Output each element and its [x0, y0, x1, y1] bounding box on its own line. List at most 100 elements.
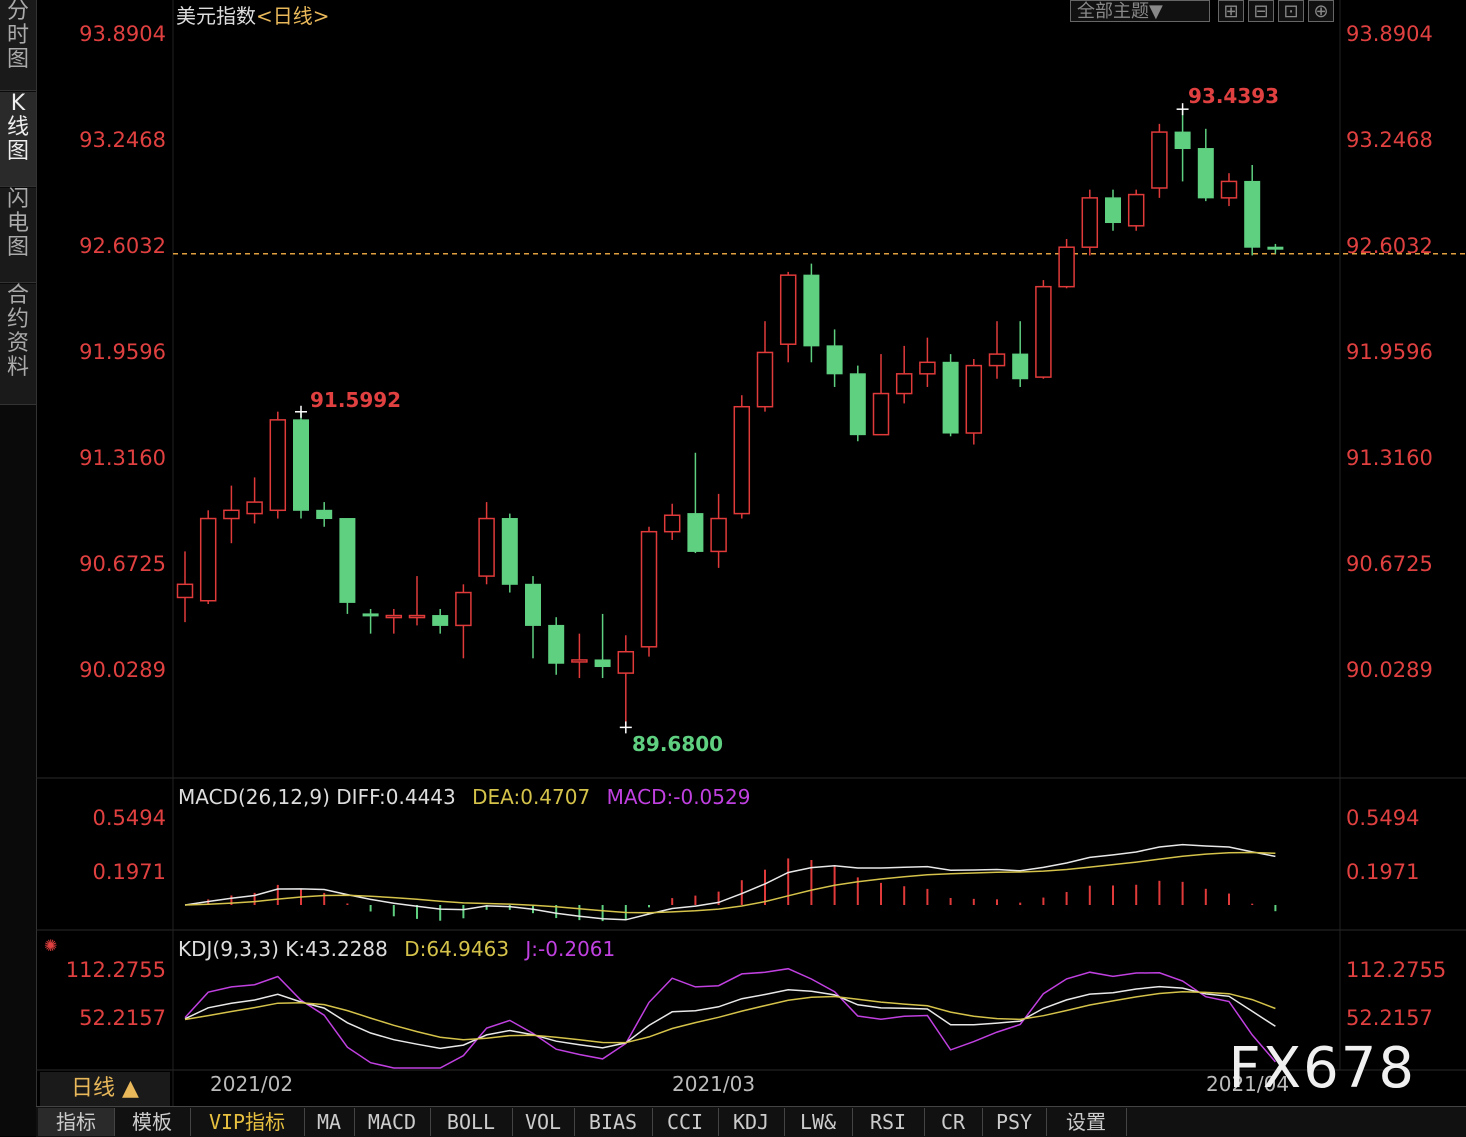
price-axis-label-r-0: 93.8904	[1346, 22, 1433, 46]
price-axis-label-r-1: 93.2468	[1346, 128, 1433, 152]
export-icon[interactable]: ⊡	[1278, 0, 1304, 22]
instrument-name: 美元指数	[176, 4, 256, 28]
theme-select[interactable]: 全部主题▼	[1070, 0, 1210, 22]
grid-icon[interactable]: ⊞	[1218, 0, 1244, 22]
candle-body-41	[1127, 193, 1145, 227]
price-axis-label-l-5: 90.6725	[79, 552, 166, 576]
macd-diff: DIFF:0.4443	[336, 785, 456, 809]
candle-body-28	[826, 345, 843, 375]
candle-body-2	[223, 509, 240, 520]
indicator-tab-11[interactable]: RSI	[852, 1108, 925, 1136]
indicator-tab-1[interactable]: 模板	[114, 1108, 191, 1136]
indicator-tab-4[interactable]: MACD	[354, 1108, 431, 1136]
side-tab-2[interactable]: 闪电图	[0, 188, 36, 283]
indicator-tab-12[interactable]: CR	[924, 1108, 983, 1136]
kdj-axis-top-right: 112.2755	[1346, 958, 1447, 982]
high-annotation: 93.4393	[1188, 84, 1280, 108]
macd-diff-line	[184, 843, 1276, 921]
price-axis-label-r-6: 90.0289	[1346, 658, 1433, 682]
candle-body-47	[1267, 246, 1284, 250]
candle-body-39	[1081, 197, 1099, 248]
indicator-tab-10[interactable]: LW&	[784, 1108, 853, 1136]
indicator-tab-8[interactable]: CCI	[652, 1108, 719, 1136]
candle-body-26	[779, 274, 797, 345]
date-label-apr: 2021/04	[1206, 1072, 1290, 1096]
candle-body-25	[756, 351, 774, 408]
candle-body-9	[385, 614, 403, 619]
macd-title: MACD(26,12,9)	[178, 785, 330, 809]
candle-body-32	[919, 361, 936, 375]
candle-body-13	[478, 517, 495, 577]
period-selector[interactable]: 日线 ▲	[40, 1072, 170, 1106]
settings-dot-icon[interactable]: ✺	[44, 936, 58, 955]
indicator-tab-0[interactable]: 指标	[38, 1108, 115, 1136]
candle-body-20	[640, 530, 658, 648]
kdj-d: D:64.9463	[404, 937, 510, 961]
candle-body-34	[965, 364, 983, 434]
candle-body-43	[1174, 131, 1191, 150]
indicator-tab-5[interactable]: BOLL	[430, 1108, 513, 1136]
macd-axis-mid-right: 0.1971	[1346, 860, 1420, 884]
indicator-tab-3[interactable]: MA	[304, 1108, 355, 1136]
indicator-tab-bar	[36, 1106, 1466, 1137]
candle-body-11	[432, 615, 449, 626]
candle-body-40	[1105, 197, 1121, 224]
candle-body-1	[199, 517, 217, 602]
macd-axis-top-left: 0.5494	[92, 806, 166, 830]
indicator-tab-13[interactable]: PSY	[982, 1108, 1047, 1136]
candle-body-42	[1151, 131, 1168, 189]
indicator-tab-7[interactable]: BIAS	[574, 1108, 653, 1136]
kdj-k: K:43.2288	[285, 937, 388, 961]
period-subtitle: <日线>	[256, 4, 330, 28]
candle-body-8	[362, 613, 379, 617]
chart-title: 美元指数<日线>	[176, 0, 330, 29]
candle-body-31	[895, 373, 913, 395]
macd-dea: DEA:0.4707	[472, 785, 591, 809]
kdj-title: KDJ(9,3,3)	[178, 937, 279, 961]
candle-body-22	[687, 513, 704, 552]
kdj-axis-mid-left: 52.2157	[79, 1006, 166, 1030]
candle-body-15	[525, 583, 541, 626]
kdj-legend: KDJ(9,3,3) K:43.2288 D:64.9463 J:-0.2061	[178, 937, 615, 961]
side-tab-0[interactable]: 分时图	[0, 0, 36, 91]
macd-axis-top-right: 0.5494	[1346, 806, 1420, 830]
candle-body-24	[733, 405, 751, 515]
candle-body-44	[1197, 148, 1214, 199]
candle-body-27	[803, 274, 820, 347]
candle-body-45	[1220, 180, 1238, 199]
indicator-tab-14[interactable]: 设置	[1046, 1108, 1127, 1136]
layout-icon[interactable]: ⊟	[1248, 0, 1274, 22]
candle-body-21	[663, 514, 681, 533]
price-axis-label-l-0: 93.8904	[79, 22, 166, 46]
kdj-axis-top-left: 112.2755	[65, 958, 166, 982]
candle-body-16	[548, 624, 565, 664]
candle-body-37	[1035, 285, 1052, 378]
candle-body-10	[408, 614, 426, 619]
macd-value: MACD:-0.0529	[606, 785, 751, 809]
kdj-j-line	[184, 967, 1276, 1069]
candle-body-17	[571, 659, 588, 663]
candle-body-23	[710, 517, 727, 553]
indicator-tab-2[interactable]: VIP指标	[190, 1108, 305, 1136]
price-axis-label-l-6: 90.0289	[79, 658, 166, 682]
candle-body-4	[269, 419, 287, 512]
candle-body-12	[455, 591, 472, 627]
candle-body-5	[293, 419, 309, 511]
indicator-tab-6[interactable]: VOL	[512, 1108, 575, 1136]
candle-body-7	[339, 518, 356, 603]
price-axis-label-l-1: 93.2468	[79, 128, 166, 152]
kdj-k-line	[184, 985, 1276, 1050]
date-label-feb: 2021/02	[210, 1072, 294, 1096]
indicator-tab-9[interactable]: KDJ	[718, 1108, 785, 1136]
candle-body-35	[988, 353, 1006, 367]
watermark-logo: FX678	[1228, 1036, 1416, 1101]
candle-body-18	[594, 659, 611, 668]
side-tab-3[interactable]: 合约资料	[0, 284, 36, 405]
kdj-j: J:-0.2061	[525, 937, 616, 961]
macd-dea-line	[184, 851, 1276, 914]
kdj-axis-mid-right: 52.2157	[1346, 1006, 1433, 1030]
fullscreen-icon[interactable]: ⊕	[1308, 0, 1334, 22]
price-axis-label-r-5: 90.6725	[1346, 552, 1433, 576]
